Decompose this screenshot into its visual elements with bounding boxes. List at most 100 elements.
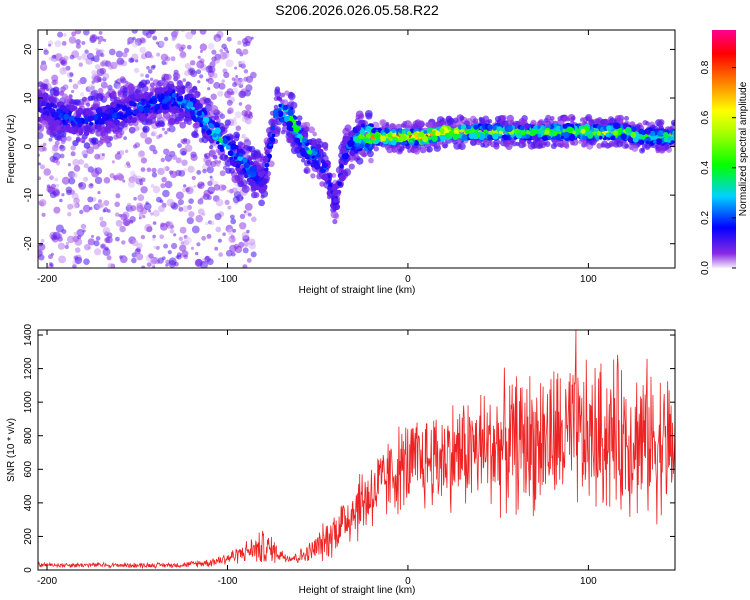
- spectrogram-cell: [537, 125, 541, 129]
- spectrogram-cell: [139, 46, 147, 54]
- spectrogram-cell: [196, 60, 205, 69]
- spectrogram-cell: [432, 137, 437, 142]
- snr-frame: [37, 329, 676, 571]
- spectrogram-cell: [212, 154, 218, 160]
- spectrogram-cell: [111, 160, 115, 164]
- spectrogram-cell: [69, 72, 74, 77]
- spectrogram-cell: [307, 139, 312, 144]
- spectrogram-cell: [49, 102, 55, 108]
- spectrogram-cell: [550, 143, 557, 150]
- spectrogram-cell: [555, 126, 561, 132]
- spectrogram-cell: [423, 130, 428, 134]
- spectrogram-cell: [117, 151, 121, 155]
- spectrogram-cell: [457, 139, 462, 144]
- spectrogram-cell: [197, 55, 201, 59]
- spectrogram-cell: [84, 125, 91, 132]
- spectrogram-cell: [54, 119, 61, 126]
- spectrogram-cell: [199, 74, 204, 79]
- spectrogram-cell: [439, 128, 445, 134]
- spectrogram-cell: [219, 51, 228, 60]
- spectrogram-cell: [520, 130, 526, 136]
- spectrogram-cell: [223, 124, 229, 129]
- spectrogram-cell: [75, 43, 81, 49]
- spectrogram-cell: [172, 173, 177, 178]
- spectrogram-cell: [61, 93, 68, 100]
- spectrogram-cells: [38, 30, 675, 268]
- spectrogram-cell: [78, 62, 84, 67]
- spectrogram-cell: [549, 124, 555, 129]
- spectrogram-cell: [414, 133, 419, 138]
- spectrogram-cell: [663, 137, 669, 143]
- spectrogram-cell: [161, 103, 168, 110]
- spectrogram-cell: [403, 141, 408, 145]
- spectrogram-cell: [232, 228, 237, 233]
- spectrogram-cell: [95, 47, 99, 52]
- spectrogram-cell: [206, 129, 212, 135]
- spectrogram-cell: [38, 81, 44, 88]
- spectrogram-cell: [321, 162, 328, 169]
- spectrogram-cell: [413, 148, 421, 155]
- spectrogram-cell: [473, 124, 479, 130]
- spectrogram-cell: [232, 82, 238, 88]
- spectrogram-cell: [526, 134, 531, 139]
- spectrogram-cell: [247, 212, 252, 217]
- spectrogram-cell: [185, 112, 191, 118]
- spectrogram-cell: [41, 100, 46, 106]
- spectrogram-cell: [95, 202, 102, 210]
- spectrogram-cell: [215, 140, 220, 145]
- spectrogram-cell: [195, 251, 199, 256]
- spectrogram-cell: [126, 202, 132, 208]
- spectrogram-cell: [164, 154, 173, 162]
- spectrogram-cell: [251, 216, 257, 223]
- spectrogram-cell: [270, 125, 276, 131]
- spectrogram-cell: [39, 242, 43, 247]
- spectrogram-cell: [98, 199, 102, 204]
- spectrogram-cell: [103, 38, 107, 42]
- spectrogram-cell: [562, 129, 566, 133]
- spectrogram-cell: [352, 127, 358, 133]
- spectrogram-cell: [115, 50, 123, 58]
- spectrogram-frame: [37, 29, 676, 269]
- spectrogram-cell: [152, 209, 160, 217]
- spectrogram-cell: [63, 113, 70, 120]
- spectrogram-cell: [436, 131, 441, 136]
- spectrogram-cell: [45, 78, 49, 82]
- spectrogram-cell: [234, 111, 242, 119]
- spectrogram-cell: [307, 149, 313, 155]
- spectrogram-cell: [237, 79, 244, 86]
- spectrogram-cell: [102, 96, 108, 101]
- spectrogram-cell: [215, 226, 222, 233]
- spectrogram-cell: [360, 149, 368, 158]
- spectrogram-cell: [191, 130, 199, 138]
- spectrogram-cell: [127, 118, 132, 124]
- spectrogram-cell: [242, 48, 249, 55]
- spectrogram-cell: [231, 187, 238, 193]
- spectrogram-cell: [237, 40, 242, 46]
- spectrogram-cell: [199, 50, 203, 53]
- spectrogram-cell: [672, 130, 675, 136]
- spectrogram-cell: [669, 125, 675, 130]
- spectrogram-cell: [180, 241, 185, 245]
- spectrogram-cell: [174, 102, 179, 107]
- x-tick-label: 100: [580, 576, 597, 587]
- spectrogram-cell: [180, 104, 184, 109]
- spectrogram-cell: [102, 209, 106, 213]
- spectrogram-cell: [319, 166, 324, 170]
- spectrogram-cell: [197, 208, 205, 215]
- spectrogram-cell: [282, 105, 288, 111]
- spectrogram-cell: [131, 41, 139, 48]
- spectrogram-cell: [235, 75, 239, 78]
- spectrogram-cell: [141, 265, 146, 268]
- spectrogram-cell: [171, 99, 175, 104]
- spectrogram-cell: [151, 172, 158, 178]
- spectrogram-cell: [163, 91, 169, 97]
- spectrogram-cell: [158, 205, 165, 213]
- spectrogram-cell: [506, 125, 513, 132]
- spectrogram-cell: [631, 126, 637, 132]
- spectrogram-cell: [49, 191, 57, 199]
- spectrogram-cell: [146, 167, 152, 173]
- spectrogram-cell: [140, 234, 146, 240]
- spectrogram-cell: [391, 128, 396, 133]
- spectrogram-cell: [56, 162, 60, 166]
- spectrogram-cell: [195, 260, 199, 264]
